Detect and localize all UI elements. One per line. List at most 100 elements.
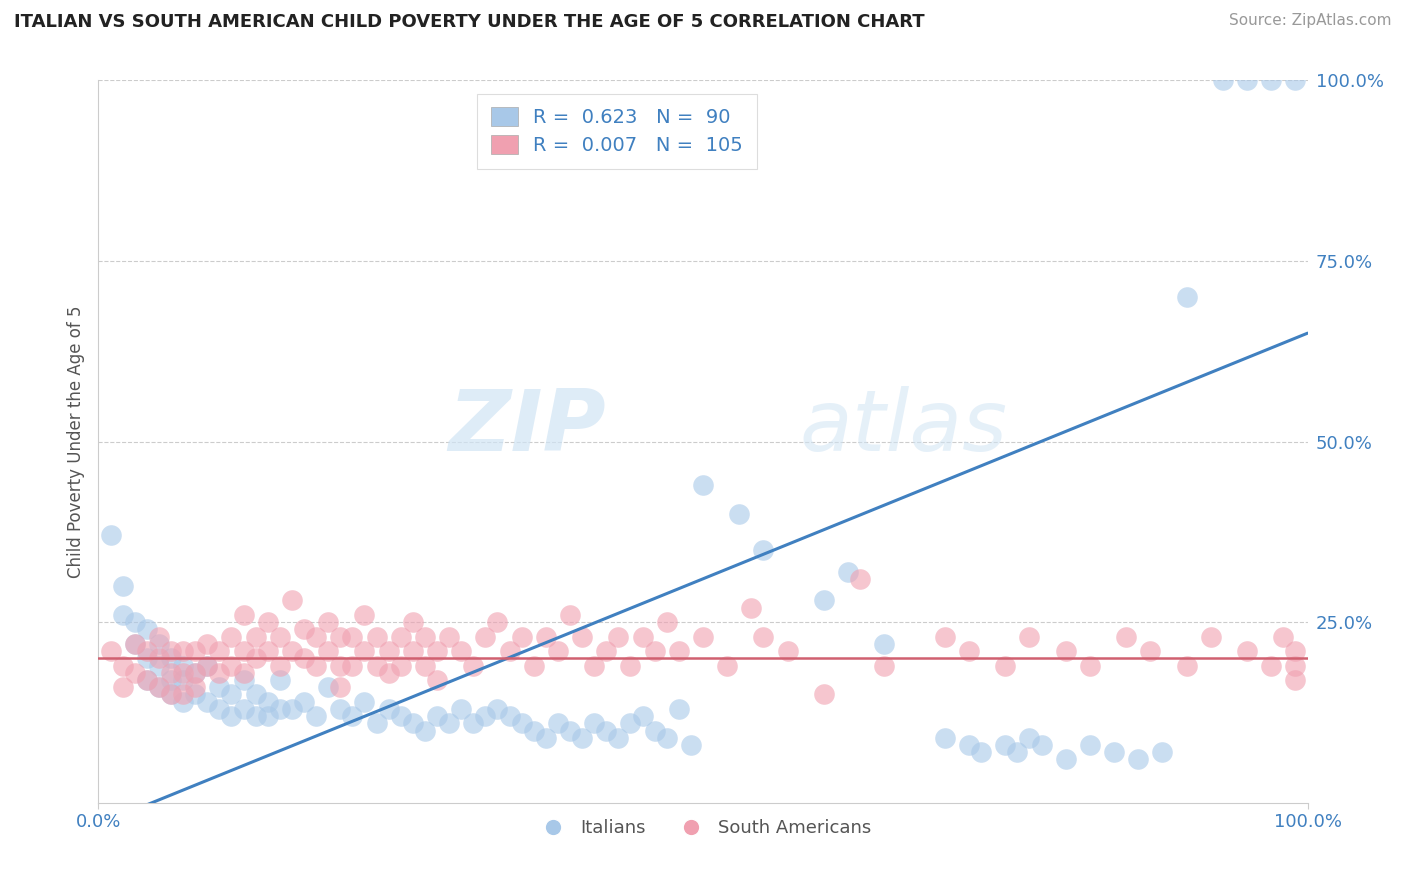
- Point: [305, 658, 328, 673]
- Point: [547, 644, 569, 658]
- Point: [281, 644, 304, 658]
- Point: [389, 630, 412, 644]
- Point: [1031, 738, 1053, 752]
- Point: [232, 673, 254, 687]
- Point: [148, 680, 170, 694]
- Point: [111, 658, 134, 673]
- Point: [389, 709, 412, 723]
- Point: [1018, 731, 1040, 745]
- Point: [195, 637, 218, 651]
- Point: [655, 615, 678, 630]
- Point: [353, 607, 375, 622]
- Point: [316, 615, 339, 630]
- Point: [316, 644, 339, 658]
- Point: [644, 644, 666, 658]
- Point: [148, 637, 170, 651]
- Point: [994, 658, 1017, 673]
- Point: [474, 630, 496, 644]
- Point: [245, 687, 267, 701]
- Point: [426, 644, 449, 658]
- Point: [221, 687, 243, 701]
- Point: [1260, 73, 1282, 87]
- Point: [221, 658, 243, 673]
- Point: [607, 630, 630, 644]
- Point: [111, 579, 134, 593]
- Point: [208, 644, 231, 658]
- Point: [100, 528, 122, 542]
- Point: [135, 651, 157, 665]
- Point: [437, 630, 460, 644]
- Point: [692, 478, 714, 492]
- Point: [426, 709, 449, 723]
- Point: [292, 623, 315, 637]
- Point: [571, 731, 593, 745]
- Point: [256, 615, 278, 630]
- Point: [474, 709, 496, 723]
- Point: [1054, 752, 1077, 766]
- Point: [1284, 673, 1306, 687]
- Point: [329, 630, 352, 644]
- Point: [172, 658, 194, 673]
- Point: [184, 665, 207, 680]
- Point: [1272, 630, 1295, 644]
- Point: [1152, 745, 1174, 759]
- Point: [498, 709, 520, 723]
- Point: [752, 542, 775, 557]
- Point: [498, 644, 520, 658]
- Point: [716, 658, 738, 673]
- Point: [269, 673, 291, 687]
- Point: [631, 630, 654, 644]
- Point: [353, 644, 375, 658]
- Point: [413, 630, 436, 644]
- Point: [148, 630, 170, 644]
- Point: [329, 702, 352, 716]
- Point: [160, 687, 183, 701]
- Point: [523, 723, 546, 738]
- Point: [1078, 738, 1101, 752]
- Point: [450, 702, 472, 716]
- Point: [752, 630, 775, 644]
- Point: [232, 665, 254, 680]
- Point: [342, 709, 364, 723]
- Point: [160, 644, 183, 658]
- Point: [232, 702, 254, 716]
- Point: [366, 630, 388, 644]
- Point: [111, 607, 134, 622]
- Point: [256, 695, 278, 709]
- Point: [377, 644, 399, 658]
- Point: [486, 615, 509, 630]
- Point: [256, 709, 278, 723]
- Point: [994, 738, 1017, 752]
- Point: [1284, 658, 1306, 673]
- Point: [619, 716, 641, 731]
- Point: [1139, 644, 1161, 658]
- Point: [366, 658, 388, 673]
- Point: [184, 680, 207, 694]
- Point: [342, 630, 364, 644]
- Point: [135, 673, 157, 687]
- Point: [316, 680, 339, 694]
- Point: [934, 731, 956, 745]
- Point: [1199, 630, 1222, 644]
- Legend: Italians, South Americans: Italians, South Americans: [527, 812, 879, 845]
- Point: [172, 665, 194, 680]
- Text: atlas: atlas: [800, 385, 1008, 468]
- Point: [160, 651, 183, 665]
- Point: [124, 637, 146, 651]
- Point: [873, 658, 896, 673]
- Point: [813, 593, 835, 607]
- Point: [534, 630, 557, 644]
- Point: [221, 709, 243, 723]
- Point: [1007, 745, 1029, 759]
- Point: [413, 723, 436, 738]
- Point: [1284, 644, 1306, 658]
- Point: [510, 630, 533, 644]
- Text: ITALIAN VS SOUTH AMERICAN CHILD POVERTY UNDER THE AGE OF 5 CORRELATION CHART: ITALIAN VS SOUTH AMERICAN CHILD POVERTY …: [14, 13, 925, 31]
- Point: [957, 644, 980, 658]
- Point: [377, 702, 399, 716]
- Point: [221, 630, 243, 644]
- Point: [692, 630, 714, 644]
- Point: [668, 702, 690, 716]
- Point: [547, 716, 569, 731]
- Point: [135, 644, 157, 658]
